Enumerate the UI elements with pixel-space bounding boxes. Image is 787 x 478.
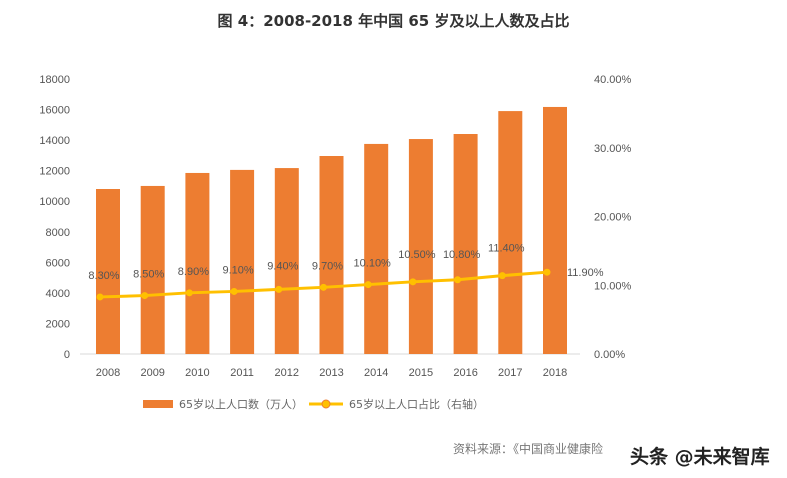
- x-tick-label: 2011: [230, 367, 254, 379]
- line-point: [409, 278, 417, 286]
- data-label: 10.50%: [398, 249, 436, 261]
- data-label: 10.10%: [354, 258, 392, 270]
- y-tick-label: 14000: [39, 135, 70, 147]
- data-label: 9.70%: [312, 260, 343, 272]
- x-tick-label: 2008: [96, 367, 120, 379]
- data-label: 10.80%: [443, 249, 481, 261]
- line-point: [141, 292, 149, 300]
- bar: [140, 185, 165, 354]
- line-point: [498, 272, 506, 280]
- line-point: [230, 287, 238, 295]
- y-tick-label: 6000: [46, 257, 70, 269]
- bar: [498, 111, 523, 354]
- line-point: [320, 283, 327, 291]
- x-tick-label: 2016: [453, 367, 477, 379]
- x-tick-label: 2010: [185, 367, 209, 379]
- y-tick-label: 12000: [39, 166, 70, 178]
- legend-bar-label: 65岁以上人口数（万人）: [179, 398, 303, 411]
- data-label: 11.40%: [488, 243, 525, 255]
- bar: [185, 172, 210, 354]
- y2-tick-label: 30.00%: [594, 143, 632, 155]
- bar: [408, 139, 433, 354]
- y-tick-label: 4000: [46, 288, 70, 300]
- x-tick-label: 2013: [319, 367, 343, 379]
- y-tick-label: 0: [64, 349, 70, 361]
- data-label: 8.30%: [88, 270, 119, 282]
- line-point: [543, 268, 551, 276]
- data-label: 8.50%: [133, 269, 164, 281]
- bar: [364, 143, 389, 354]
- legend-line-label: 65岁以上人口占比（右轴）: [349, 398, 484, 411]
- bar: [96, 189, 120, 354]
- y2-tick-label: 40.00%: [594, 74, 632, 86]
- y-tick-label: 16000: [39, 105, 70, 117]
- bar: [230, 169, 255, 354]
- legend: 65岁以上人口数（万人） 65岁以上人口占比（右轴）: [143, 396, 484, 412]
- x-tick-label: 2012: [275, 367, 299, 379]
- y2-tick-label: 0.00%: [594, 349, 625, 361]
- x-tick-label: 2017: [498, 367, 522, 379]
- line-point: [96, 293, 104, 301]
- data-label: 11.90%: [567, 267, 604, 279]
- y2-tick-label: 20.00%: [594, 212, 632, 224]
- x-tick-label: 2014: [364, 367, 388, 379]
- data-label: 8.90%: [178, 266, 209, 278]
- data-label: 9.40%: [267, 260, 298, 272]
- data-label: 9.10%: [222, 264, 253, 276]
- x-tick-label: 2015: [409, 367, 433, 379]
- y-tick-label: 10000: [39, 196, 70, 208]
- y-tick-label: 18000: [39, 74, 70, 86]
- line-point: [275, 285, 283, 293]
- bar: [453, 134, 478, 354]
- line-point: [185, 289, 193, 297]
- bar: [319, 156, 344, 354]
- bar: [274, 168, 299, 354]
- watermark: 头条 @未来智库: [630, 446, 770, 468]
- legend-line-swatch: [309, 399, 343, 409]
- legend-bar-swatch: [143, 400, 173, 408]
- chart-title: 图 4：2008-2018 年中国 65 岁及以上人数及占比: [217, 12, 570, 30]
- y-tick-label: 2000: [46, 318, 70, 330]
- y-tick-label: 8000: [46, 227, 70, 239]
- x-tick-label: 2018: [543, 367, 567, 379]
- bar: [543, 106, 567, 354]
- line-point: [364, 281, 372, 289]
- x-tick-label: 2009: [140, 367, 164, 379]
- source-note: 资料来源：《中国商业健康险: [453, 442, 604, 456]
- y2-tick-label: 10.00%: [594, 280, 632, 292]
- line-point: [454, 276, 462, 284]
